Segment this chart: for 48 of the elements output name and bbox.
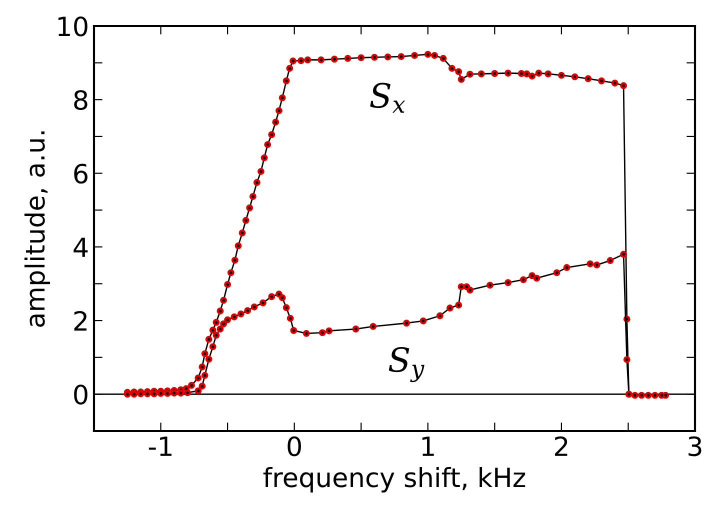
point xyxy=(124,390,131,398)
point xyxy=(224,316,232,324)
point xyxy=(318,329,326,336)
x-tick-label: 3 xyxy=(688,436,702,456)
series-label: S$_{y}$ xyxy=(388,346,424,382)
point xyxy=(177,390,184,397)
point xyxy=(164,390,171,397)
x-axis-title: frequency shift, kHz xyxy=(263,466,526,492)
point xyxy=(237,310,244,318)
y-tick-label: 0 xyxy=(74,384,88,405)
point xyxy=(326,327,333,334)
point xyxy=(420,317,427,324)
point xyxy=(198,382,206,390)
point xyxy=(259,299,266,306)
point xyxy=(250,303,258,310)
series-label: S$_{x}$ xyxy=(370,82,406,113)
point xyxy=(170,390,178,397)
point xyxy=(563,264,570,272)
point xyxy=(620,250,628,258)
point xyxy=(201,372,208,379)
point xyxy=(606,257,614,264)
x-tick-label: -1 xyxy=(148,436,172,456)
point xyxy=(220,320,228,328)
point xyxy=(466,286,474,294)
point xyxy=(157,390,164,397)
y-tick-label: 8 xyxy=(74,90,88,110)
point xyxy=(302,330,310,337)
point xyxy=(446,304,454,312)
y-tick-label: 4 xyxy=(74,238,88,257)
point xyxy=(504,279,512,286)
y-tick-label: 6 xyxy=(74,164,88,184)
y-axis-title: amplitude, a.u. xyxy=(24,131,50,327)
point xyxy=(436,312,444,320)
point xyxy=(130,390,138,398)
point xyxy=(244,307,252,314)
point xyxy=(144,390,151,398)
x-tick-label: 2 xyxy=(554,436,568,456)
y-tick-label: 2 xyxy=(74,310,86,331)
point xyxy=(370,322,377,330)
x-tick-label: 0 xyxy=(288,436,301,456)
point xyxy=(268,293,276,300)
point xyxy=(623,356,630,364)
point xyxy=(150,390,158,398)
point xyxy=(455,302,462,309)
point xyxy=(403,320,410,327)
y-tick-label: 10 xyxy=(58,16,88,36)
point xyxy=(593,261,600,268)
x-tick-label: 1 xyxy=(422,436,434,456)
